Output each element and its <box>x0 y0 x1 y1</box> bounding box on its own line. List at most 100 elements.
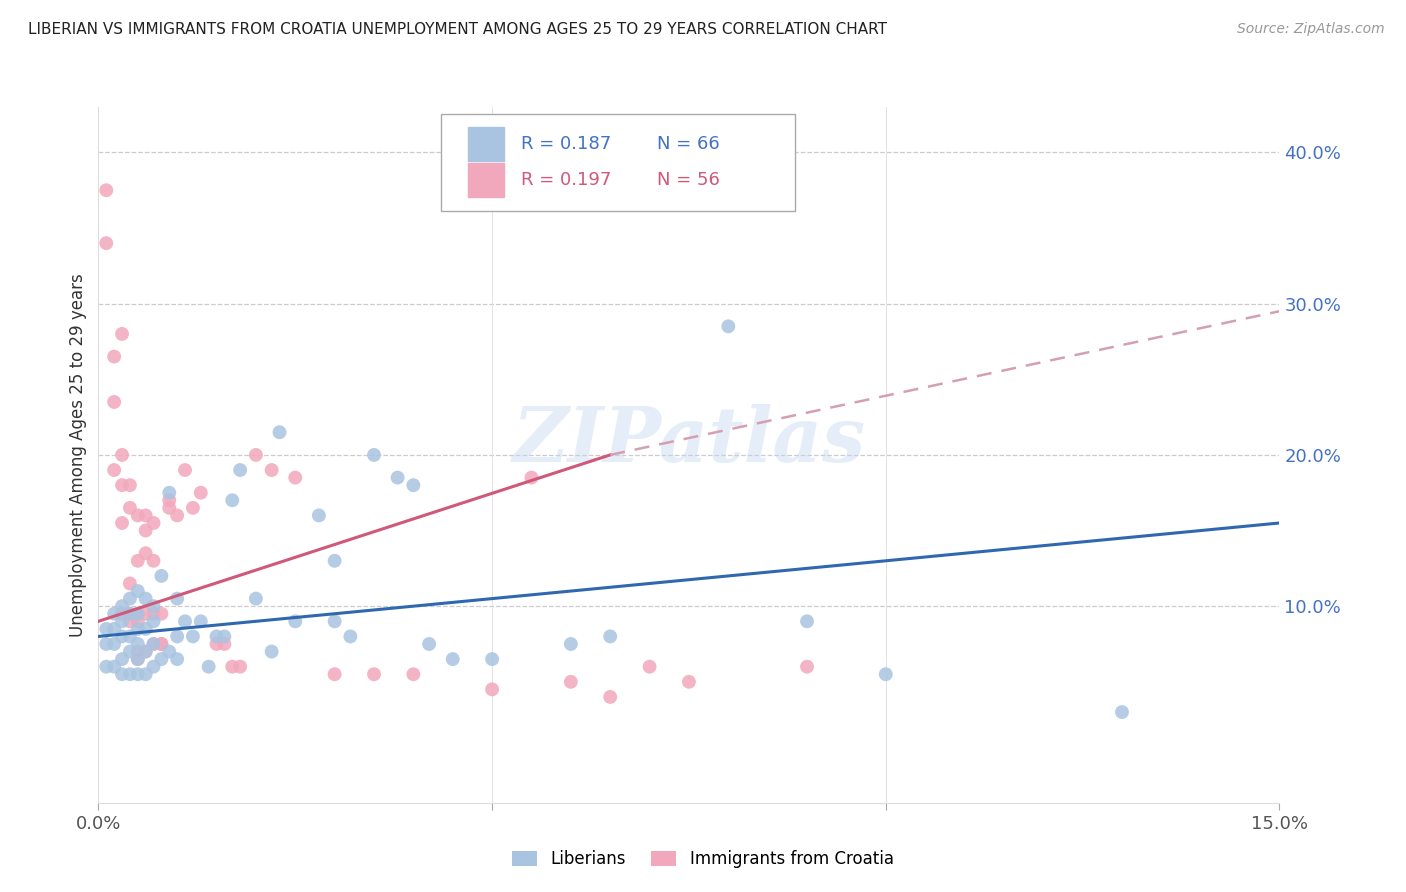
Point <box>181 629 204 643</box>
Point <box>135 591 157 606</box>
Point <box>284 615 307 629</box>
Point <box>118 644 141 658</box>
Point <box>103 607 125 621</box>
Point <box>245 591 267 606</box>
Text: LIBERIAN VS IMMIGRANTS FROM CROATIA UNEMPLOYMENT AMONG AGES 25 TO 29 YEARS CORRE: LIBERIAN VS IMMIGRANTS FROM CROATIA UNEM… <box>28 22 887 37</box>
Point <box>150 607 173 621</box>
Point <box>142 607 165 621</box>
Text: R = 0.197: R = 0.197 <box>522 171 612 189</box>
Point <box>229 463 252 477</box>
FancyBboxPatch shape <box>468 128 503 161</box>
Point <box>127 508 149 523</box>
Point <box>717 319 740 334</box>
Point <box>481 652 503 666</box>
FancyBboxPatch shape <box>468 163 503 197</box>
Point <box>166 591 188 606</box>
Point <box>96 183 118 197</box>
Point <box>135 546 157 560</box>
Point <box>174 463 197 477</box>
Point <box>221 493 243 508</box>
Point <box>96 637 118 651</box>
Point <box>157 493 180 508</box>
Point <box>127 652 149 666</box>
Point <box>214 637 236 651</box>
Point <box>103 659 125 673</box>
Point <box>166 508 188 523</box>
Point <box>127 644 149 658</box>
Point <box>103 395 125 409</box>
Point <box>221 659 243 673</box>
Point <box>269 425 291 440</box>
Point <box>111 326 134 341</box>
Point <box>127 554 149 568</box>
Point <box>190 615 212 629</box>
Point <box>142 554 165 568</box>
Point <box>118 576 141 591</box>
Point <box>229 659 252 673</box>
FancyBboxPatch shape <box>441 114 796 211</box>
Point <box>111 615 134 629</box>
Point <box>260 463 283 477</box>
Point <box>142 637 165 651</box>
Text: R = 0.187: R = 0.187 <box>522 135 612 153</box>
Point <box>150 637 173 651</box>
Point <box>142 615 165 629</box>
Point <box>190 485 212 500</box>
Legend: Liberians, Immigrants from Croatia: Liberians, Immigrants from Croatia <box>506 844 900 875</box>
Point <box>135 524 157 538</box>
Point <box>260 644 283 658</box>
Point <box>284 470 307 484</box>
Point <box>875 667 897 681</box>
Point <box>387 470 409 484</box>
Point <box>363 448 385 462</box>
Point <box>135 644 157 658</box>
Point <box>111 448 134 462</box>
Point <box>157 644 180 658</box>
Point <box>127 615 149 629</box>
Point <box>118 500 141 515</box>
Point <box>323 554 346 568</box>
Point <box>150 569 173 583</box>
Text: Source: ZipAtlas.com: Source: ZipAtlas.com <box>1237 22 1385 37</box>
Point <box>205 629 228 643</box>
Point <box>118 607 141 621</box>
Point <box>166 652 188 666</box>
Point <box>118 667 141 681</box>
Point <box>103 637 125 651</box>
Point <box>118 629 141 643</box>
Point <box>96 622 118 636</box>
Point <box>599 629 621 643</box>
Text: ZIPatlas: ZIPatlas <box>512 404 866 478</box>
Text: N = 66: N = 66 <box>657 135 720 153</box>
Point <box>127 637 149 651</box>
Point <box>560 674 582 689</box>
Point <box>142 659 165 673</box>
Point <box>135 644 157 658</box>
Point <box>418 637 440 651</box>
Point <box>96 659 118 673</box>
Point <box>796 615 818 629</box>
Point <box>118 607 141 621</box>
Point <box>135 622 157 636</box>
Point <box>363 667 385 681</box>
Point <box>111 478 134 492</box>
Point <box>127 622 149 636</box>
Point <box>135 607 157 621</box>
Point <box>150 637 173 651</box>
Point <box>111 607 134 621</box>
Point <box>111 652 134 666</box>
Point <box>135 667 157 681</box>
Point <box>127 667 149 681</box>
Point <box>560 637 582 651</box>
Point <box>481 682 503 697</box>
Point <box>205 637 228 651</box>
Point <box>520 470 543 484</box>
Point <box>127 607 149 621</box>
Point <box>402 667 425 681</box>
Point <box>103 622 125 636</box>
Point <box>323 667 346 681</box>
Point <box>118 591 141 606</box>
Point <box>245 448 267 462</box>
Text: N = 56: N = 56 <box>657 171 720 189</box>
Point <box>103 463 125 477</box>
